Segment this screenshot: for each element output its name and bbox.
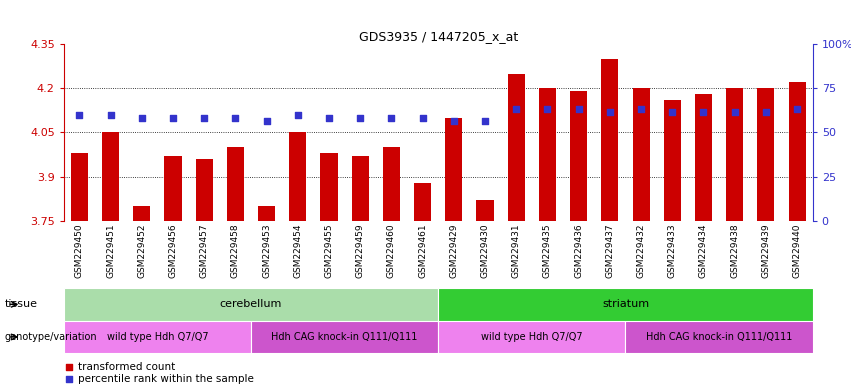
Bar (164, 156, 181, 221)
Bar (539, 88, 556, 221)
Text: GSM229459: GSM229459 (356, 223, 365, 278)
Point (416, 115, 430, 121)
Point (135, 115, 149, 121)
Bar (695, 94, 712, 221)
Text: GSM229433: GSM229433 (668, 223, 677, 278)
Text: GSM229454: GSM229454 (294, 223, 302, 278)
Bar (196, 159, 213, 221)
Point (791, 106, 804, 112)
Text: GSM229456: GSM229456 (168, 223, 178, 278)
Text: GSM229452: GSM229452 (137, 223, 146, 278)
Text: GSM229440: GSM229440 (792, 223, 802, 278)
Text: GSM229432: GSM229432 (637, 223, 646, 278)
Text: GSM229436: GSM229436 (574, 223, 583, 278)
Point (229, 115, 243, 121)
Bar (757, 88, 774, 221)
Text: Hdh CAG knock-in Q111/Q111: Hdh CAG knock-in Q111/Q111 (271, 332, 418, 342)
Bar (64, 321, 251, 353)
Bar (258, 206, 275, 221)
Point (62, 364, 76, 370)
Point (697, 109, 711, 115)
Text: GSM229439: GSM229439 (762, 223, 770, 278)
Bar (414, 182, 431, 221)
Text: genotype/variation: genotype/variation (4, 332, 97, 342)
Text: GSM229458: GSM229458 (231, 223, 240, 278)
Point (260, 118, 273, 124)
Text: GSM229438: GSM229438 (730, 223, 740, 278)
Bar (570, 91, 587, 221)
Bar (251, 321, 438, 353)
Bar (289, 132, 306, 221)
Bar (227, 147, 244, 221)
Bar (625, 321, 813, 353)
Text: GSM229435: GSM229435 (543, 223, 552, 278)
Title: GDS3935 / 1447205_x_at: GDS3935 / 1447205_x_at (358, 30, 518, 43)
Point (197, 115, 211, 121)
Bar (351, 156, 368, 221)
Bar (664, 100, 681, 221)
Text: cerebellum: cerebellum (220, 299, 283, 310)
Bar (321, 153, 338, 221)
Point (728, 109, 741, 115)
Bar (726, 88, 743, 221)
Point (385, 115, 398, 121)
Text: wild type Hdh Q7/Q7: wild type Hdh Q7/Q7 (106, 332, 208, 342)
Point (323, 115, 336, 121)
Point (665, 109, 679, 115)
Bar (438, 288, 813, 321)
Text: GSM229430: GSM229430 (481, 223, 489, 278)
Text: GSM229451: GSM229451 (106, 223, 115, 278)
Text: GSM229437: GSM229437 (605, 223, 614, 278)
Text: GSM229460: GSM229460 (387, 223, 396, 278)
Bar (102, 132, 119, 221)
Text: percentile rank within the sample: percentile rank within the sample (78, 374, 254, 384)
Text: GSM229453: GSM229453 (262, 223, 271, 278)
Bar (477, 200, 494, 221)
Bar (632, 88, 649, 221)
Text: GSM229457: GSM229457 (200, 223, 208, 278)
Text: GSM229455: GSM229455 (324, 223, 334, 278)
Point (166, 115, 180, 121)
Point (572, 106, 585, 112)
Text: striatum: striatum (602, 299, 649, 310)
Point (603, 109, 617, 115)
Point (478, 118, 492, 124)
Point (759, 109, 773, 115)
Text: transformed count: transformed count (78, 362, 175, 372)
Point (72, 112, 86, 118)
Text: wild type Hdh Q7/Q7: wild type Hdh Q7/Q7 (481, 332, 583, 342)
Text: GSM229431: GSM229431 (511, 223, 521, 278)
Text: GSM229434: GSM229434 (699, 223, 708, 278)
Text: GSM229429: GSM229429 (449, 223, 459, 278)
Bar (789, 83, 806, 221)
Bar (71, 153, 88, 221)
Point (510, 106, 523, 112)
Text: GSM229461: GSM229461 (418, 223, 427, 278)
Bar (134, 206, 151, 221)
Text: Hdh CAG knock-in Q111/Q111: Hdh CAG knock-in Q111/Q111 (646, 332, 792, 342)
Point (634, 106, 648, 112)
Text: GSM229450: GSM229450 (75, 223, 84, 278)
Point (447, 118, 460, 124)
Point (104, 112, 117, 118)
Point (291, 112, 305, 118)
Bar (64, 288, 438, 321)
Bar (445, 118, 462, 221)
Bar (383, 147, 400, 221)
Bar (508, 74, 525, 221)
Bar (438, 321, 625, 353)
Point (353, 115, 367, 121)
Text: tissue: tissue (4, 299, 37, 310)
Point (540, 106, 554, 112)
Bar (602, 59, 619, 221)
Point (62, 376, 76, 382)
